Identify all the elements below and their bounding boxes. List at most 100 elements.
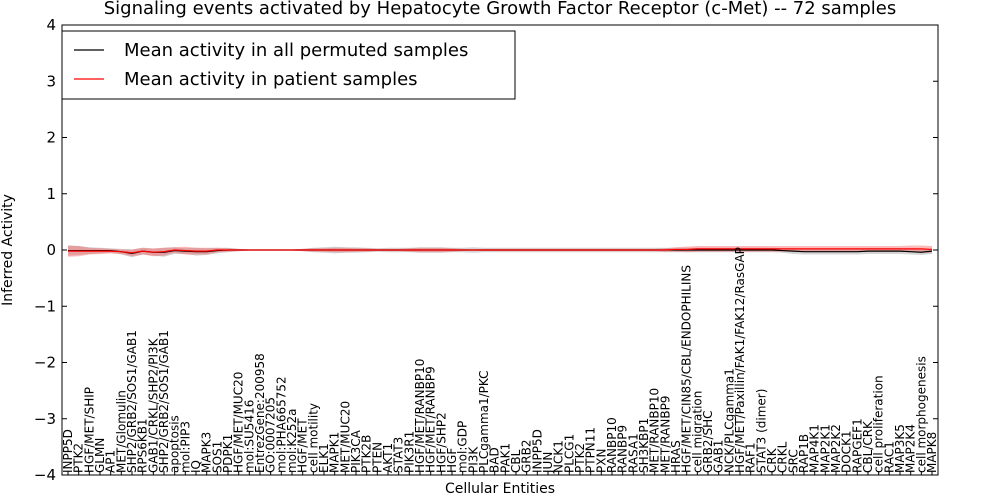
x-tick-label: GLMN — [93, 438, 107, 473]
x-tick-label: INPP5D — [530, 429, 544, 473]
x-tick-label: PTK2 — [72, 443, 86, 473]
x-tick-label: SOS1 — [210, 441, 224, 473]
x-axis-label: Cellular Entities — [445, 481, 555, 497]
x-tick-label: mol:PIP3 — [178, 421, 192, 473]
x-tick-label: cell morphogenesis — [914, 356, 928, 473]
x-tick-label: RAC1 — [882, 441, 896, 473]
y-tick-label: 2 — [46, 129, 56, 147]
x-tick-labels: INPP5DPTK2HGF/MET/SHIPGLMNAP1MET/Glomuli… — [61, 247, 939, 475]
x-tick-label: MAPK8 — [925, 432, 939, 473]
x-tick-label: mol:K252a — [285, 408, 299, 473]
x-tick-label: HGF/MET/CIN85/CBL/ENDOPHILINS — [680, 265, 694, 473]
y-tick-label: −3 — [34, 410, 56, 428]
x-tick-label: INPP5D — [61, 429, 75, 473]
x-tick-label: HGF/MET/SHIP — [82, 387, 96, 473]
x-tick-label: MAPK3 — [200, 432, 214, 473]
legend-label-permuted: Mean activity in all permuted samples — [124, 40, 468, 61]
y-tick-label: −1 — [34, 297, 56, 315]
x-tick-label: PDPK1 — [221, 434, 235, 473]
x-tick-label: MAP2K2 — [829, 424, 843, 473]
x-tick-label: HGF/MET/MUC20 — [232, 372, 246, 473]
x-tick-label: CRKL — [776, 441, 790, 473]
x-tick-label: HGF — [445, 448, 459, 473]
legend-box — [61, 30, 516, 100]
x-tick-label: AP1 — [104, 450, 118, 473]
y-tick-label: 0 — [46, 241, 56, 259]
x-tick-label: MAP4K1 — [808, 424, 822, 473]
x-tick-label: mol:PHA665752 — [274, 376, 288, 473]
x-tick-label: GAB1/CRKL/SHP2/PI3K — [146, 337, 160, 473]
x-tick-label: HGF/SHP2 — [434, 412, 448, 473]
x-tick-label: PAK1 — [498, 443, 512, 473]
y-tick-label: 1 — [46, 185, 56, 203]
x-tick-label: RAPGEF1 — [850, 418, 864, 473]
y-tick-label: −4 — [34, 466, 56, 484]
x-tick-label: MAP2K1 — [818, 424, 832, 473]
x-tick-label: MET/MUC20 — [338, 401, 352, 473]
x-tick-label: MET/RANBP10 — [648, 388, 662, 473]
x-tick-label: PTEN — [370, 442, 384, 473]
x-tick-label: PIK3CA — [349, 429, 363, 473]
y-tick-label: 4 — [46, 16, 56, 34]
x-tick-label: DOCK1 — [840, 430, 854, 473]
x-tick-label: NCK1 — [552, 440, 566, 473]
x-tick-label: MAP2K4 — [904, 424, 918, 473]
x-tick-label: HRAS — [669, 440, 683, 473]
x-tick-label: PLCG1 — [562, 434, 576, 473]
x-tick-label: RASA1 — [626, 433, 640, 473]
x-tick-label: PTK2 — [573, 443, 587, 473]
x-tick-label: mol:SU5416 — [242, 400, 256, 473]
x-tick-label: PIK3R1 — [402, 431, 416, 473]
line-patient — [68, 248, 933, 254]
x-tick-label: CBL/CRK — [861, 420, 875, 473]
x-tick-label: SRC — [786, 449, 800, 473]
chart-title: Signaling events activated by Hepatocyte… — [104, 0, 897, 19]
x-tick-label: PXN — [594, 449, 608, 473]
legend: Mean activity in all permuted samples Me… — [61, 30, 516, 100]
x-tick-label: apoptosis — [168, 415, 182, 473]
x-tick-label: EntrezGene:200958 — [253, 353, 267, 473]
x-tick-label: GO:0007205 — [264, 397, 278, 473]
x-tick-label: HGF/MET/Paxillin/FAK1/FAK12/RasGAP — [733, 247, 747, 473]
x-tick-label: MAPK1 — [328, 432, 342, 473]
x-tick-label: NCK/PLCgamma1 — [722, 368, 736, 473]
x-tick-label: RANBP10 — [605, 417, 619, 473]
x-tick-label: GRB2 — [520, 439, 534, 473]
y-tick-label: −2 — [34, 354, 56, 372]
x-tick-label: MET/RANBP9 — [658, 396, 672, 473]
x-tick-label: SHP2/GRB2/SOS1/GAB1 — [125, 330, 139, 473]
x-tick-label: CRK — [765, 447, 779, 473]
y-axis-label: Inferred Activity — [0, 194, 16, 306]
x-tick-label: HGF/MET/RANBP9 — [424, 366, 438, 473]
x-tick-label: JUN — [541, 452, 555, 474]
series-lines — [68, 248, 933, 254]
x-tick-label: STAT3 (dimer) — [754, 389, 768, 473]
x-tick-label: PI3K — [466, 446, 480, 473]
x-tick-label: cell motility — [306, 403, 320, 473]
y-axis-ticks: 4 3 2 1 0 −1 −2 −3 −4 — [34, 16, 938, 484]
x-tick-label: SHP2/GRB2/SOS1/GAB1 — [157, 330, 171, 473]
x-tick-label: PLCgamma1/PKC — [477, 370, 491, 473]
x-tick-label: cell migration — [690, 391, 704, 473]
x-tick-label: HGF/MET — [296, 418, 310, 473]
y-tick-label: 3 — [46, 72, 56, 90]
x-tick-label: MAP3K5 — [893, 424, 907, 473]
x-tick-label: SH3KBP1 — [637, 418, 651, 473]
x-tick-label: MET/Glomulin — [114, 390, 128, 473]
x-tick-label: RAP1B — [797, 434, 811, 473]
x-tick-label: RPS6KB1 — [136, 418, 150, 473]
x-tick-label: PTPN11 — [584, 427, 598, 473]
x-tick-label: cell proliferation — [872, 375, 886, 473]
x-tick-label: AKT1 — [381, 443, 395, 473]
x-tick-label: RANBP9 — [616, 425, 630, 473]
x-tick-label: HGF/MET/RANBP10 — [413, 359, 427, 473]
x-tick-label: PTK2B — [360, 435, 374, 473]
x-tick-label: RAF1 — [744, 442, 758, 473]
x-tick-label: GAB1 — [712, 440, 726, 473]
x-tick-label: STAT3 — [392, 437, 406, 473]
x-tick-label: GRB2/SHC — [701, 410, 715, 473]
legend-label-patient: Mean activity in patient samples — [124, 69, 418, 90]
x-tick-label: IQ — [189, 460, 203, 473]
